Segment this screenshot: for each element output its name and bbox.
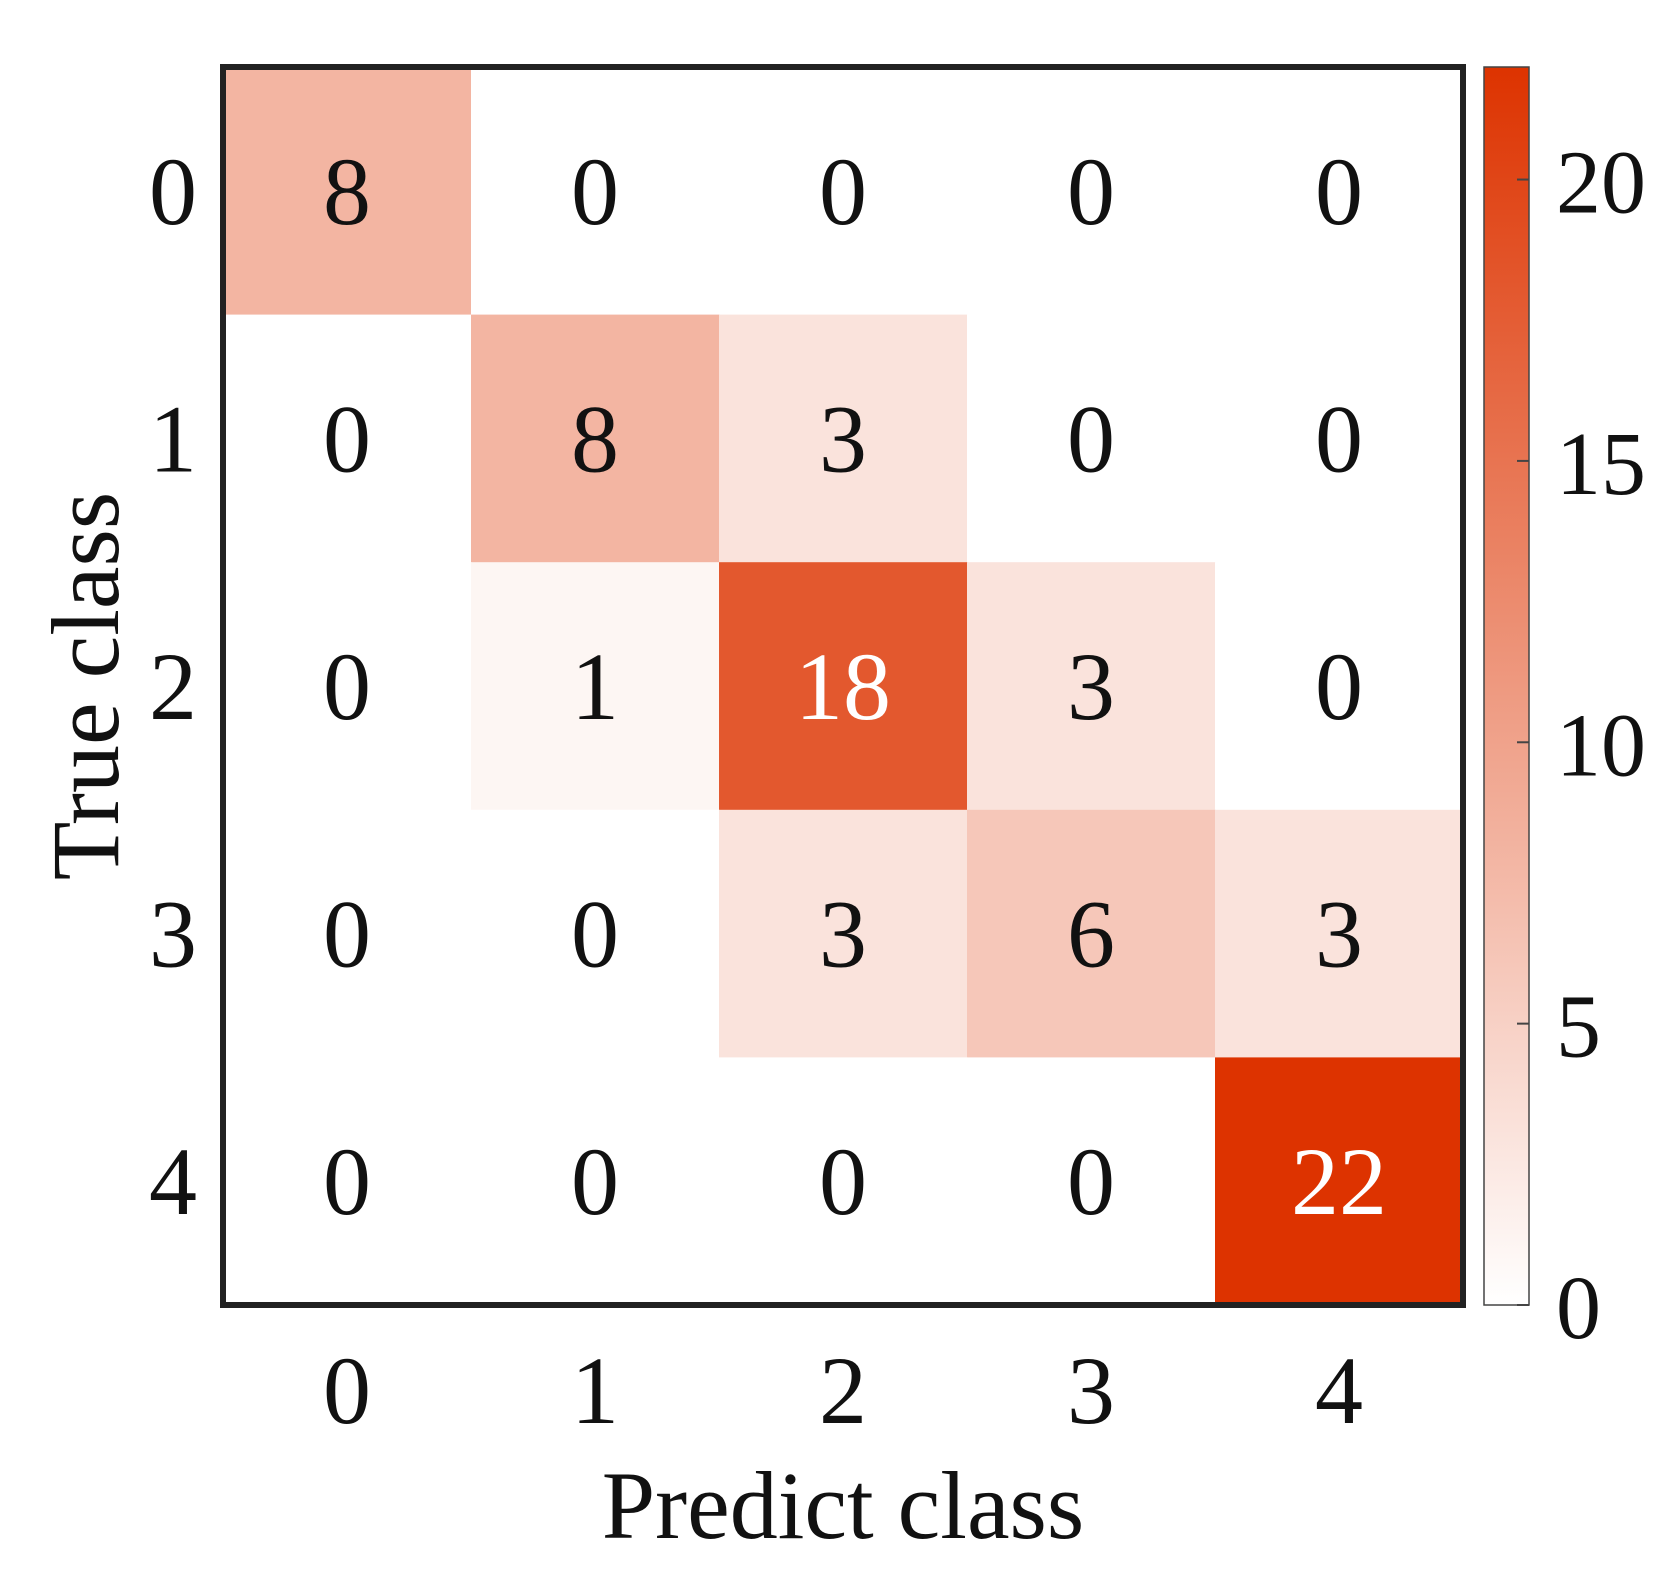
cell-value-label: 0 xyxy=(323,881,371,988)
x-tick-label: 4 xyxy=(1315,1337,1363,1444)
heatmap-cell xyxy=(967,314,1216,563)
cell-value-label: 22 xyxy=(1291,1128,1387,1235)
cell-value-label: 0 xyxy=(1315,633,1363,740)
cell-value-label: 1 xyxy=(571,633,619,740)
heatmap-cell xyxy=(719,562,968,811)
cell-value-label: 6 xyxy=(1067,881,1115,988)
colorbar-tick-label: 10 xyxy=(1556,696,1646,795)
y-tick-label: 1 xyxy=(149,385,197,492)
cell-value-label: 0 xyxy=(1067,138,1115,245)
cell-value-label: 0 xyxy=(1067,385,1115,492)
heatmap-cell xyxy=(719,314,968,563)
heatmap-cell xyxy=(967,1057,1216,1306)
heatmap-cell xyxy=(1215,67,1464,316)
cell-value-label: 3 xyxy=(1067,633,1115,740)
cell-value-label: 0 xyxy=(1067,1128,1115,1235)
heatmap-cell xyxy=(719,67,968,316)
cell-value-label: 0 xyxy=(323,385,371,492)
colorbar-tick-label: 5 xyxy=(1556,978,1601,1077)
heatmap-cell xyxy=(223,809,472,1058)
heatmap-cell xyxy=(471,809,720,1058)
heatmap-cell xyxy=(719,1057,968,1306)
colorbar-ticks: 0 5 10 15 20 xyxy=(1517,134,1646,1358)
colorbar xyxy=(1483,66,1530,1306)
x-tick-labels: 0 1 2 3 4 xyxy=(323,1337,1363,1444)
plot-frame xyxy=(220,64,1466,1308)
cell-value-label: 0 xyxy=(571,138,619,245)
heatmap-cell xyxy=(471,1057,720,1306)
cell-value-label: 0 xyxy=(1315,385,1363,492)
heatmap-cells: 8 0 0 0 0 0 8 3 0 0 0 1 18 3 0 0 0 3 6 3 0 0 0 0 22 xyxy=(223,67,1464,1306)
cell-value-label: 0 xyxy=(571,881,619,988)
cell-value-label: 0 xyxy=(1315,138,1363,245)
cell-value-label: 0 xyxy=(323,633,371,740)
x-tick-label: 3 xyxy=(1067,1337,1115,1444)
heatmap-cell xyxy=(967,67,1216,316)
y-tick-label: 0 xyxy=(149,138,197,245)
heatmap-cell xyxy=(719,809,968,1058)
heatmap-cell xyxy=(223,314,472,563)
heatmap-cell xyxy=(223,1057,472,1306)
y-axis-label: True class xyxy=(32,492,139,880)
y-tick-label: 4 xyxy=(149,1128,197,1235)
cell-value-label: 8 xyxy=(323,138,371,245)
y-tick-labels: 0 1 2 3 4 xyxy=(149,138,197,1235)
cell-value-label: 0 xyxy=(571,1128,619,1235)
heatmap-cell xyxy=(1215,1057,1464,1306)
cell-value-label: 0 xyxy=(323,1128,371,1235)
cell-value-label: 18 xyxy=(795,633,891,740)
heatmap-cell xyxy=(471,562,720,811)
cell-value-label: 3 xyxy=(819,385,867,492)
colorbar-tick-label: 15 xyxy=(1556,415,1646,514)
heatmap-cell xyxy=(223,562,472,811)
cell-value-label: 0 xyxy=(819,1128,867,1235)
cell-value-label: 3 xyxy=(1315,881,1363,988)
colorbar-tick-label: 0 xyxy=(1556,1259,1601,1358)
heatmap-cell xyxy=(471,314,720,563)
x-axis-label: Predict class xyxy=(602,1452,1085,1559)
cell-value-label: 0 xyxy=(819,138,867,245)
heatmap-cell xyxy=(967,809,1216,1058)
heatmap-cell xyxy=(967,562,1216,811)
heatmap-cell xyxy=(1215,562,1464,811)
colorbar-tick-label: 20 xyxy=(1556,134,1646,233)
heatmap-cell xyxy=(1215,314,1464,563)
heatmap-cell xyxy=(223,67,472,316)
heatmap-cell xyxy=(471,67,720,316)
x-tick-label: 1 xyxy=(571,1337,619,1444)
x-tick-label: 2 xyxy=(819,1337,867,1444)
cell-value-label: 8 xyxy=(571,385,619,492)
heatmap-cell xyxy=(1215,809,1464,1058)
y-tick-label: 2 xyxy=(149,633,197,740)
y-tick-label: 3 xyxy=(149,881,197,988)
cell-value-label: 3 xyxy=(819,881,867,988)
x-tick-label: 0 xyxy=(323,1337,371,1444)
